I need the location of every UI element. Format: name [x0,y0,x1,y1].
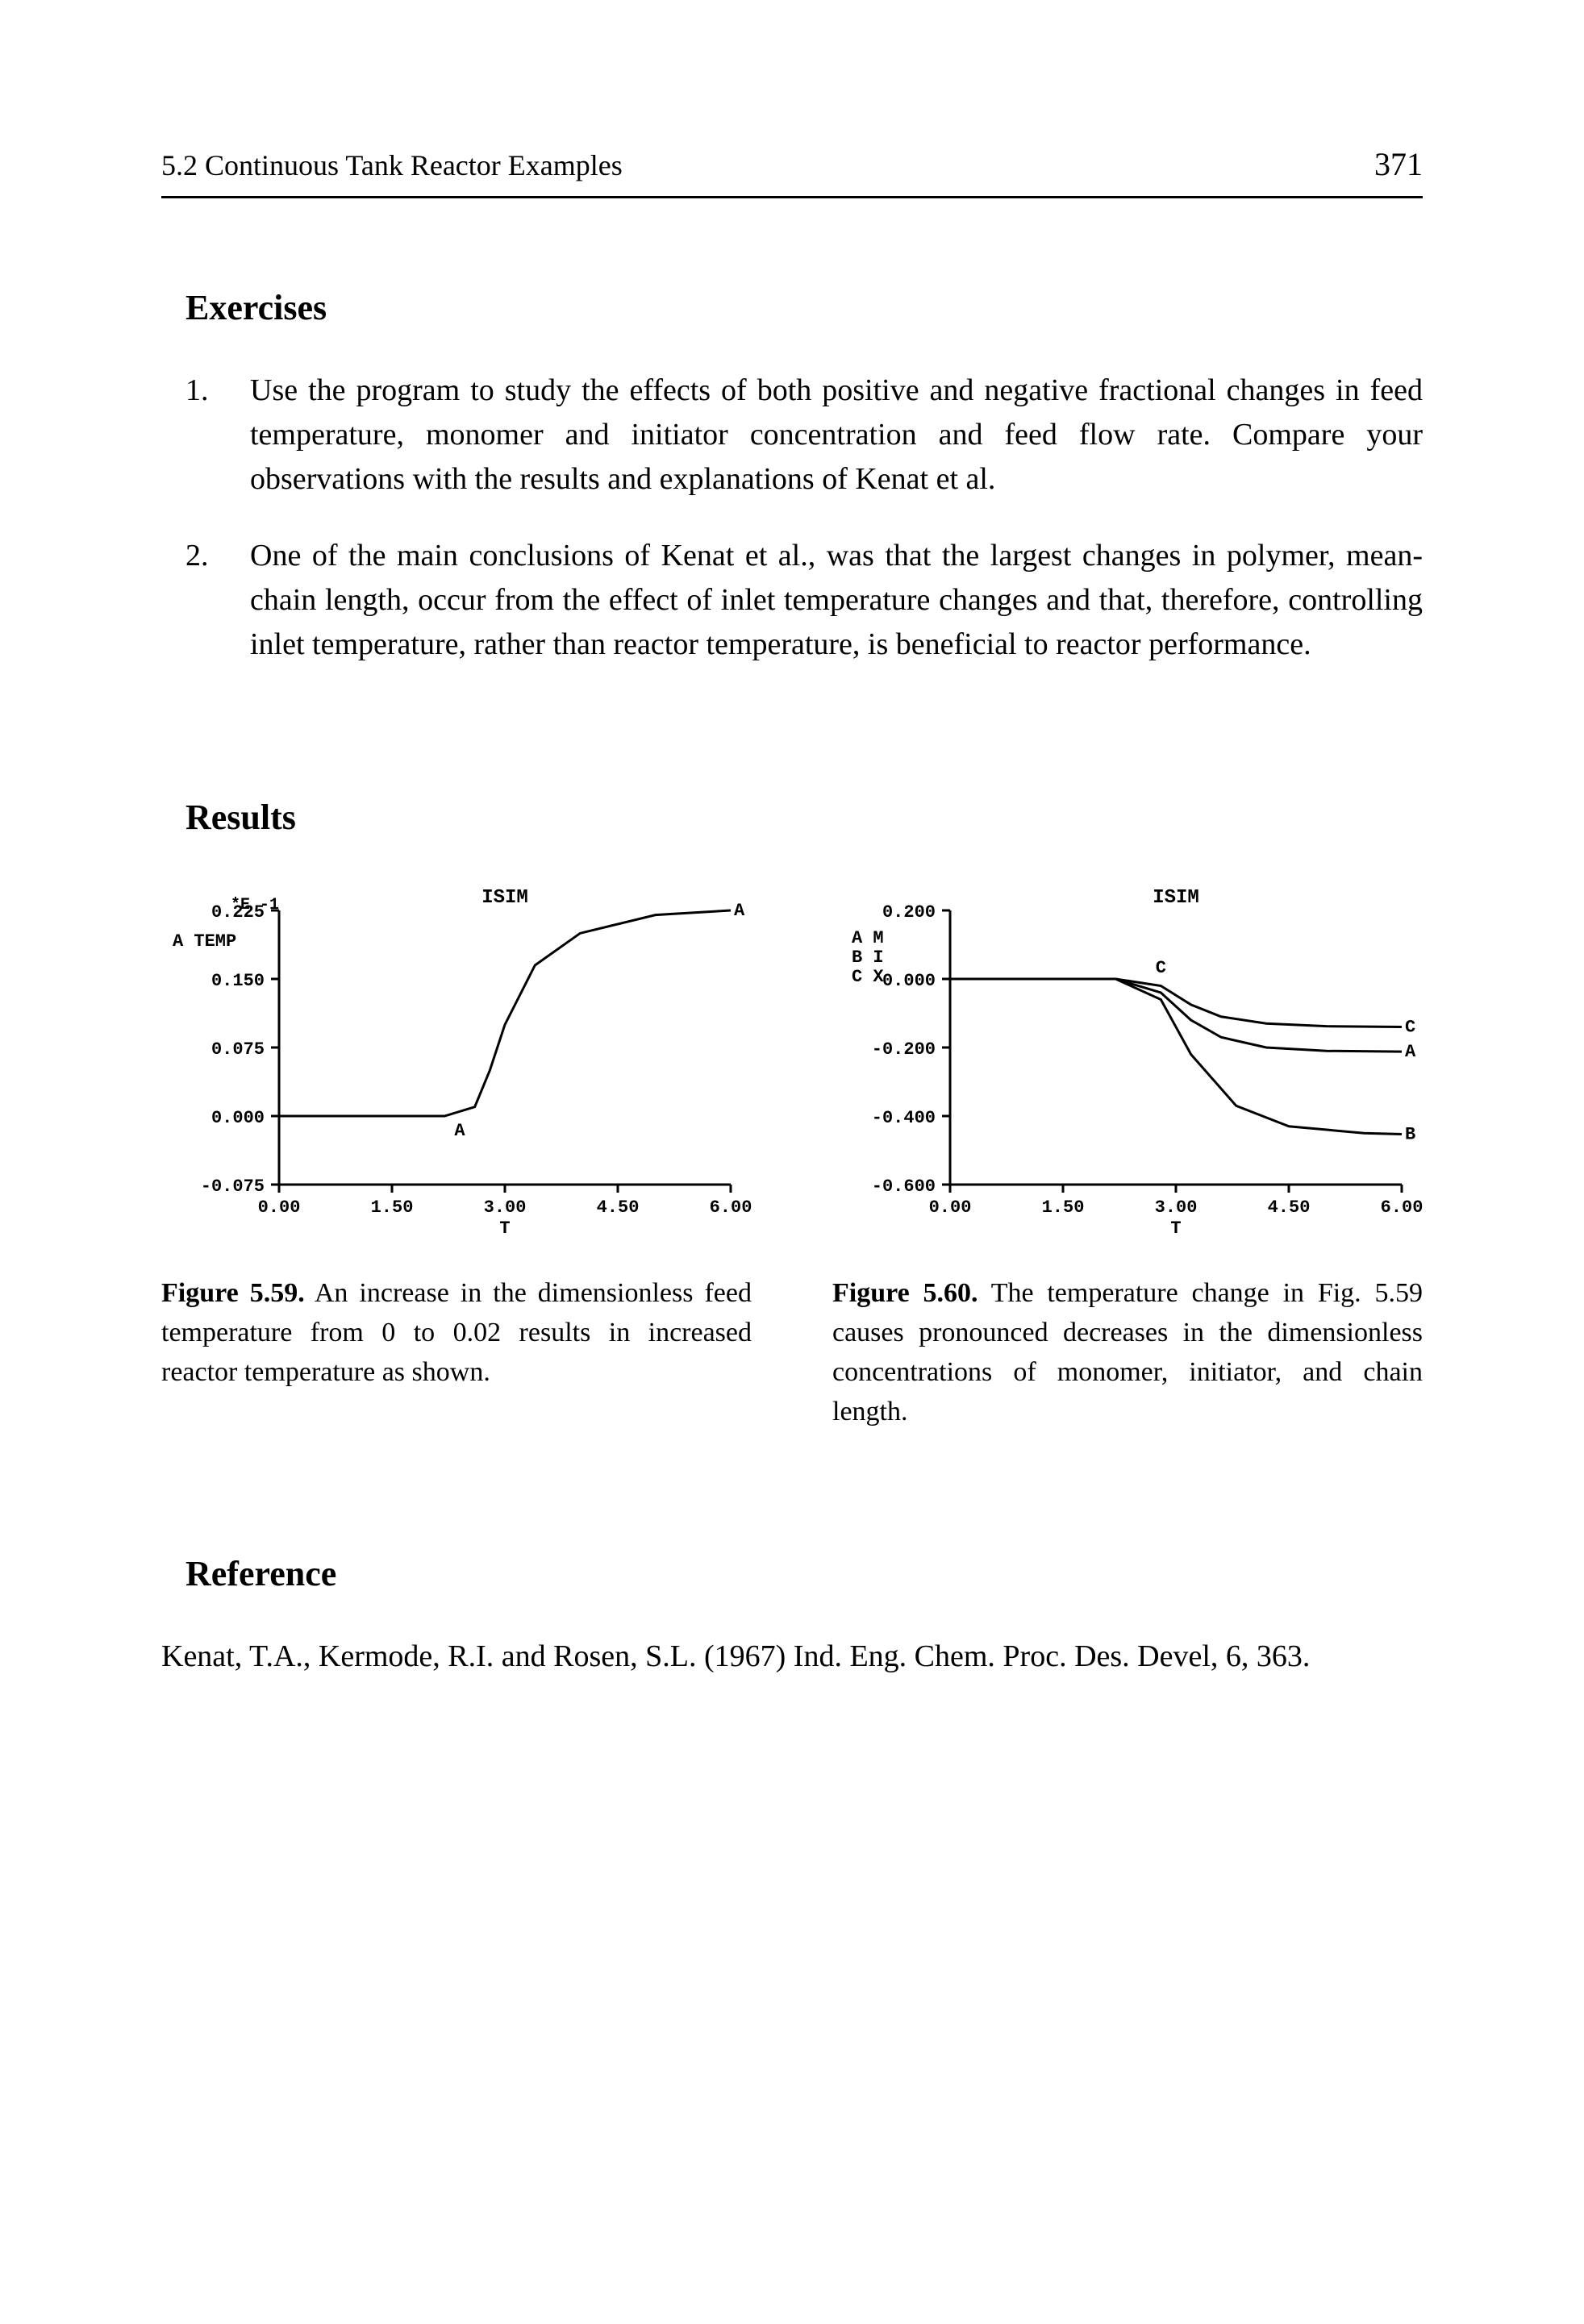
svg-text:0.075: 0.075 [211,1039,265,1060]
page-number: 371 [1374,145,1423,183]
svg-text:T: T [499,1218,510,1239]
svg-text:3.00: 3.00 [1155,1197,1198,1218]
exercise-number: 1. [185,369,250,502]
svg-text:0.150: 0.150 [211,971,265,991]
svg-text:0.000: 0.000 [211,1108,265,1128]
chart-5-59-svg: ISIM0.2250.1500.0750.000-0.0750.001.503.… [161,886,752,1241]
exercises-heading: Exercises [185,287,1423,328]
figures-row: ISIM0.2250.1500.0750.000-0.0750.001.503.… [161,886,1423,1432]
svg-text:A: A [1405,1042,1416,1062]
svg-text:A: A [734,901,745,921]
chart-5-60-svg: ISIM 0.200 0.000 -0.200 -0.400 -0.6000.00 1.50… [832,886,1423,1241]
svg-text:0.00: 0.00 [929,1197,972,1218]
svg-text:ISIM: ISIM [481,887,528,909]
svg-text:-0.075: -0.075 [201,1177,265,1197]
svg-text:C X: C X [852,967,884,987]
chart-5-60: ISIM 0.200 0.000 -0.200 -0.400 -0.6000.00 1.50… [832,886,1423,1241]
svg-text:-0.400: -0.400 [872,1108,936,1128]
svg-text:T: T [1170,1218,1181,1239]
svg-text:4.50: 4.50 [1268,1197,1311,1218]
figure-5-60: ISIM 0.200 0.000 -0.200 -0.400 -0.6000.00 1.50… [832,886,1423,1432]
results-heading: Results [185,797,1423,838]
svg-text:A TEMP: A TEMP [173,931,236,952]
svg-text:0.000: 0.000 [882,971,936,991]
exercise-item: 2. One of the main conclusions of Kenat … [185,534,1423,667]
svg-text:A: A [454,1121,465,1141]
svg-text:B: B [1405,1124,1415,1144]
reference-heading: Reference [185,1553,1423,1594]
svg-text:4.50: 4.50 [597,1197,640,1218]
svg-text:C: C [1156,958,1166,978]
svg-text:-0.600: -0.600 [872,1177,936,1197]
section-title: 5.2 Continuous Tank Reactor Examples [161,148,623,182]
svg-text:0.00: 0.00 [258,1197,301,1218]
reference-text: Kenat, T.A., Kermode, R.I. and Rosen, S.… [161,1635,1423,1679]
chart-5-59: ISIM0.2250.1500.0750.000-0.0750.001.503.… [161,886,752,1241]
caption-label: Figure 5.59. [161,1278,305,1308]
page-header: 5.2 Continuous Tank Reactor Examples 371 [161,145,1423,198]
svg-text:6.00: 6.00 [1381,1197,1424,1218]
svg-text:1.50: 1.50 [371,1197,414,1218]
svg-text:B I: B I [852,948,884,968]
exercise-text: Use the program to study the effects of … [250,369,1423,502]
exercise-item: 1. Use the program to study the effects … [185,369,1423,502]
svg-text:6.00: 6.00 [710,1197,752,1218]
svg-text:3.00: 3.00 [484,1197,527,1218]
figure-5-60-caption: Figure 5.60. The temperature change in F… [832,1273,1423,1432]
caption-label: Figure 5.60. [832,1278,978,1308]
svg-text:-0.200: -0.200 [872,1039,936,1060]
figure-5-59-caption: Figure 5.59. An increase in the dimensio… [161,1273,752,1393]
svg-text:ISIM: ISIM [1153,887,1199,909]
exercise-text: One of the main conclusions of Kenat et … [250,534,1423,667]
figure-5-59: ISIM0.2250.1500.0750.000-0.0750.001.503.… [161,886,752,1393]
svg-text:C: C [1405,1017,1415,1037]
svg-text:0.200: 0.200 [882,902,936,923]
exercise-number: 2. [185,534,250,667]
svg-text:*E -1: *E -1 [231,896,279,914]
exercises-list: 1. Use the program to study the effects … [185,369,1423,668]
svg-text:A M: A M [852,928,884,948]
svg-text:1.50: 1.50 [1042,1197,1085,1218]
